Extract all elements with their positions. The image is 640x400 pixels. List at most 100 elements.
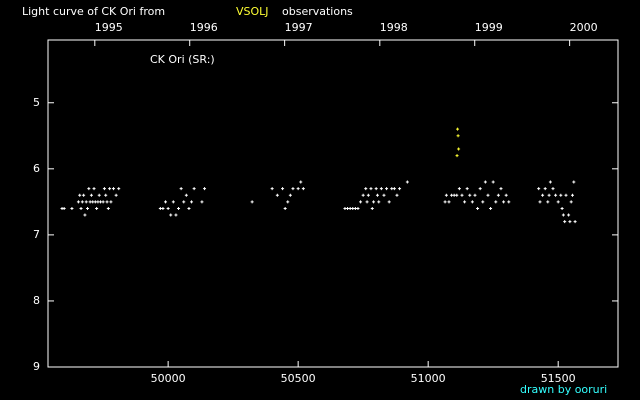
- point: [572, 180, 576, 184]
- point: [275, 193, 279, 197]
- point: [359, 200, 363, 204]
- point: [496, 193, 500, 197]
- point: [190, 200, 194, 204]
- point: [486, 193, 490, 197]
- point: [158, 206, 162, 210]
- point: [351, 206, 355, 210]
- point: [483, 180, 487, 184]
- point: [182, 200, 186, 204]
- point: [494, 200, 498, 204]
- point: [473, 193, 477, 197]
- point: [95, 206, 99, 210]
- point: [447, 200, 451, 204]
- y-tick-label: 9: [33, 360, 40, 373]
- point: [372, 200, 376, 204]
- point: [203, 187, 207, 191]
- point: [299, 180, 303, 184]
- point: [84, 200, 88, 204]
- point: [392, 187, 396, 191]
- point: [106, 206, 110, 210]
- point: [455, 154, 459, 158]
- point: [460, 193, 464, 197]
- point: [556, 200, 560, 204]
- point: [250, 200, 254, 204]
- y-tick-label: 6: [33, 162, 40, 175]
- point: [457, 147, 461, 151]
- point: [541, 193, 545, 197]
- point: [504, 193, 508, 197]
- point: [547, 193, 551, 197]
- point: [538, 200, 542, 204]
- point: [546, 200, 550, 204]
- point: [356, 206, 360, 210]
- point: [507, 200, 511, 204]
- point: [164, 200, 168, 204]
- point: [489, 206, 493, 210]
- point: [569, 200, 573, 204]
- point: [101, 200, 105, 204]
- point: [390, 187, 394, 191]
- point: [92, 187, 96, 191]
- x2-tick-label: 1999: [475, 21, 503, 34]
- point: [491, 180, 495, 184]
- point: [470, 200, 474, 204]
- y-tick-label: 7: [33, 228, 40, 241]
- point: [361, 193, 365, 197]
- point: [80, 200, 84, 204]
- point: [99, 200, 103, 204]
- credit: drawn by ooruri: [520, 383, 607, 396]
- title-source: VSOLJ: [236, 5, 269, 18]
- point: [108, 187, 112, 191]
- point: [443, 200, 447, 204]
- point: [385, 187, 389, 191]
- point: [374, 187, 378, 191]
- point: [70, 206, 74, 210]
- point: [543, 187, 547, 191]
- point: [468, 193, 472, 197]
- point: [476, 206, 480, 210]
- point: [375, 193, 379, 197]
- point: [346, 206, 350, 210]
- point: [283, 206, 287, 210]
- point: [288, 193, 292, 197]
- point: [76, 200, 80, 204]
- point: [463, 200, 467, 204]
- point: [88, 200, 92, 204]
- point: [450, 193, 454, 197]
- point: [564, 193, 568, 197]
- point: [537, 187, 541, 191]
- point: [192, 187, 196, 191]
- point: [86, 206, 90, 210]
- point: [187, 206, 191, 210]
- title-suffix: observations: [282, 5, 353, 18]
- point: [478, 187, 482, 191]
- point: [114, 193, 118, 197]
- point: [365, 200, 369, 204]
- point: [456, 127, 460, 131]
- point: [369, 187, 373, 191]
- point: [117, 187, 121, 191]
- x2-tick-label: 1996: [190, 21, 218, 34]
- x2-tick-label: 1997: [285, 21, 313, 34]
- x2-tick-label: 1995: [95, 21, 123, 34]
- point: [177, 206, 181, 210]
- point: [200, 200, 204, 204]
- point: [455, 193, 459, 197]
- point: [97, 193, 101, 197]
- x-tick-label: 50500: [281, 372, 316, 385]
- annotation: CK Ori (SR:): [150, 53, 215, 66]
- point: [364, 187, 368, 191]
- point: [102, 187, 106, 191]
- point: [548, 180, 552, 184]
- point: [104, 193, 108, 197]
- x-tick-label: 51500: [541, 372, 576, 385]
- chart-title: Light curve of CK Ori from: [22, 5, 165, 18]
- plot-frame: [47, 39, 619, 368]
- point: [481, 200, 485, 204]
- point: [291, 187, 295, 191]
- point: [296, 187, 300, 191]
- point: [551, 187, 555, 191]
- point: [343, 206, 347, 210]
